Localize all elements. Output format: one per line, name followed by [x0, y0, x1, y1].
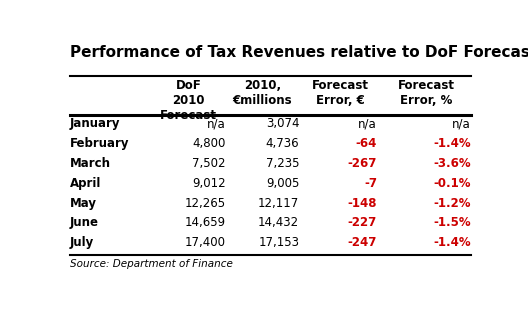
Text: 17,400: 17,400 — [185, 236, 225, 249]
Text: 7,235: 7,235 — [266, 157, 299, 170]
Text: February: February — [70, 137, 129, 150]
Text: -1.4%: -1.4% — [433, 236, 471, 249]
Text: Performance of Tax Revenues relative to DoF Forecasts: Performance of Tax Revenues relative to … — [70, 44, 528, 59]
Text: 12,117: 12,117 — [258, 197, 299, 210]
Text: n/a: n/a — [452, 117, 471, 130]
Text: 14,659: 14,659 — [184, 216, 225, 230]
Text: 17,153: 17,153 — [258, 236, 299, 249]
Text: 3,074: 3,074 — [266, 117, 299, 130]
Text: Forecast
Error, €: Forecast Error, € — [312, 79, 369, 107]
Text: Source: Department of Finance: Source: Department of Finance — [70, 258, 233, 269]
Text: 4,800: 4,800 — [192, 137, 225, 150]
Text: 2010,
€millions: 2010, €millions — [233, 79, 292, 107]
Text: 9,005: 9,005 — [266, 177, 299, 190]
Text: 14,432: 14,432 — [258, 216, 299, 230]
Text: 12,265: 12,265 — [184, 197, 225, 210]
Text: n/a: n/a — [358, 117, 377, 130]
Text: -1.5%: -1.5% — [433, 216, 471, 230]
Text: -1.4%: -1.4% — [433, 137, 471, 150]
Text: -3.6%: -3.6% — [433, 157, 471, 170]
Text: -247: -247 — [347, 236, 377, 249]
Text: 7,502: 7,502 — [192, 157, 225, 170]
Text: n/a: n/a — [207, 117, 225, 130]
Text: April: April — [70, 177, 101, 190]
Text: June: June — [70, 216, 99, 230]
Text: -7: -7 — [364, 177, 377, 190]
Text: Forecast
Error, %: Forecast Error, % — [398, 79, 455, 107]
Text: -0.1%: -0.1% — [433, 177, 471, 190]
Text: March: March — [70, 157, 111, 170]
Text: -227: -227 — [348, 216, 377, 230]
Text: -1.2%: -1.2% — [433, 197, 471, 210]
Text: January: January — [70, 117, 120, 130]
Text: 4,736: 4,736 — [266, 137, 299, 150]
Text: 9,012: 9,012 — [192, 177, 225, 190]
Text: July: July — [70, 236, 95, 249]
Text: May: May — [70, 197, 97, 210]
Text: -64: -64 — [356, 137, 377, 150]
Text: DoF
2010
Forecast: DoF 2010 Forecast — [161, 79, 217, 122]
Text: -267: -267 — [347, 157, 377, 170]
Text: -148: -148 — [347, 197, 377, 210]
